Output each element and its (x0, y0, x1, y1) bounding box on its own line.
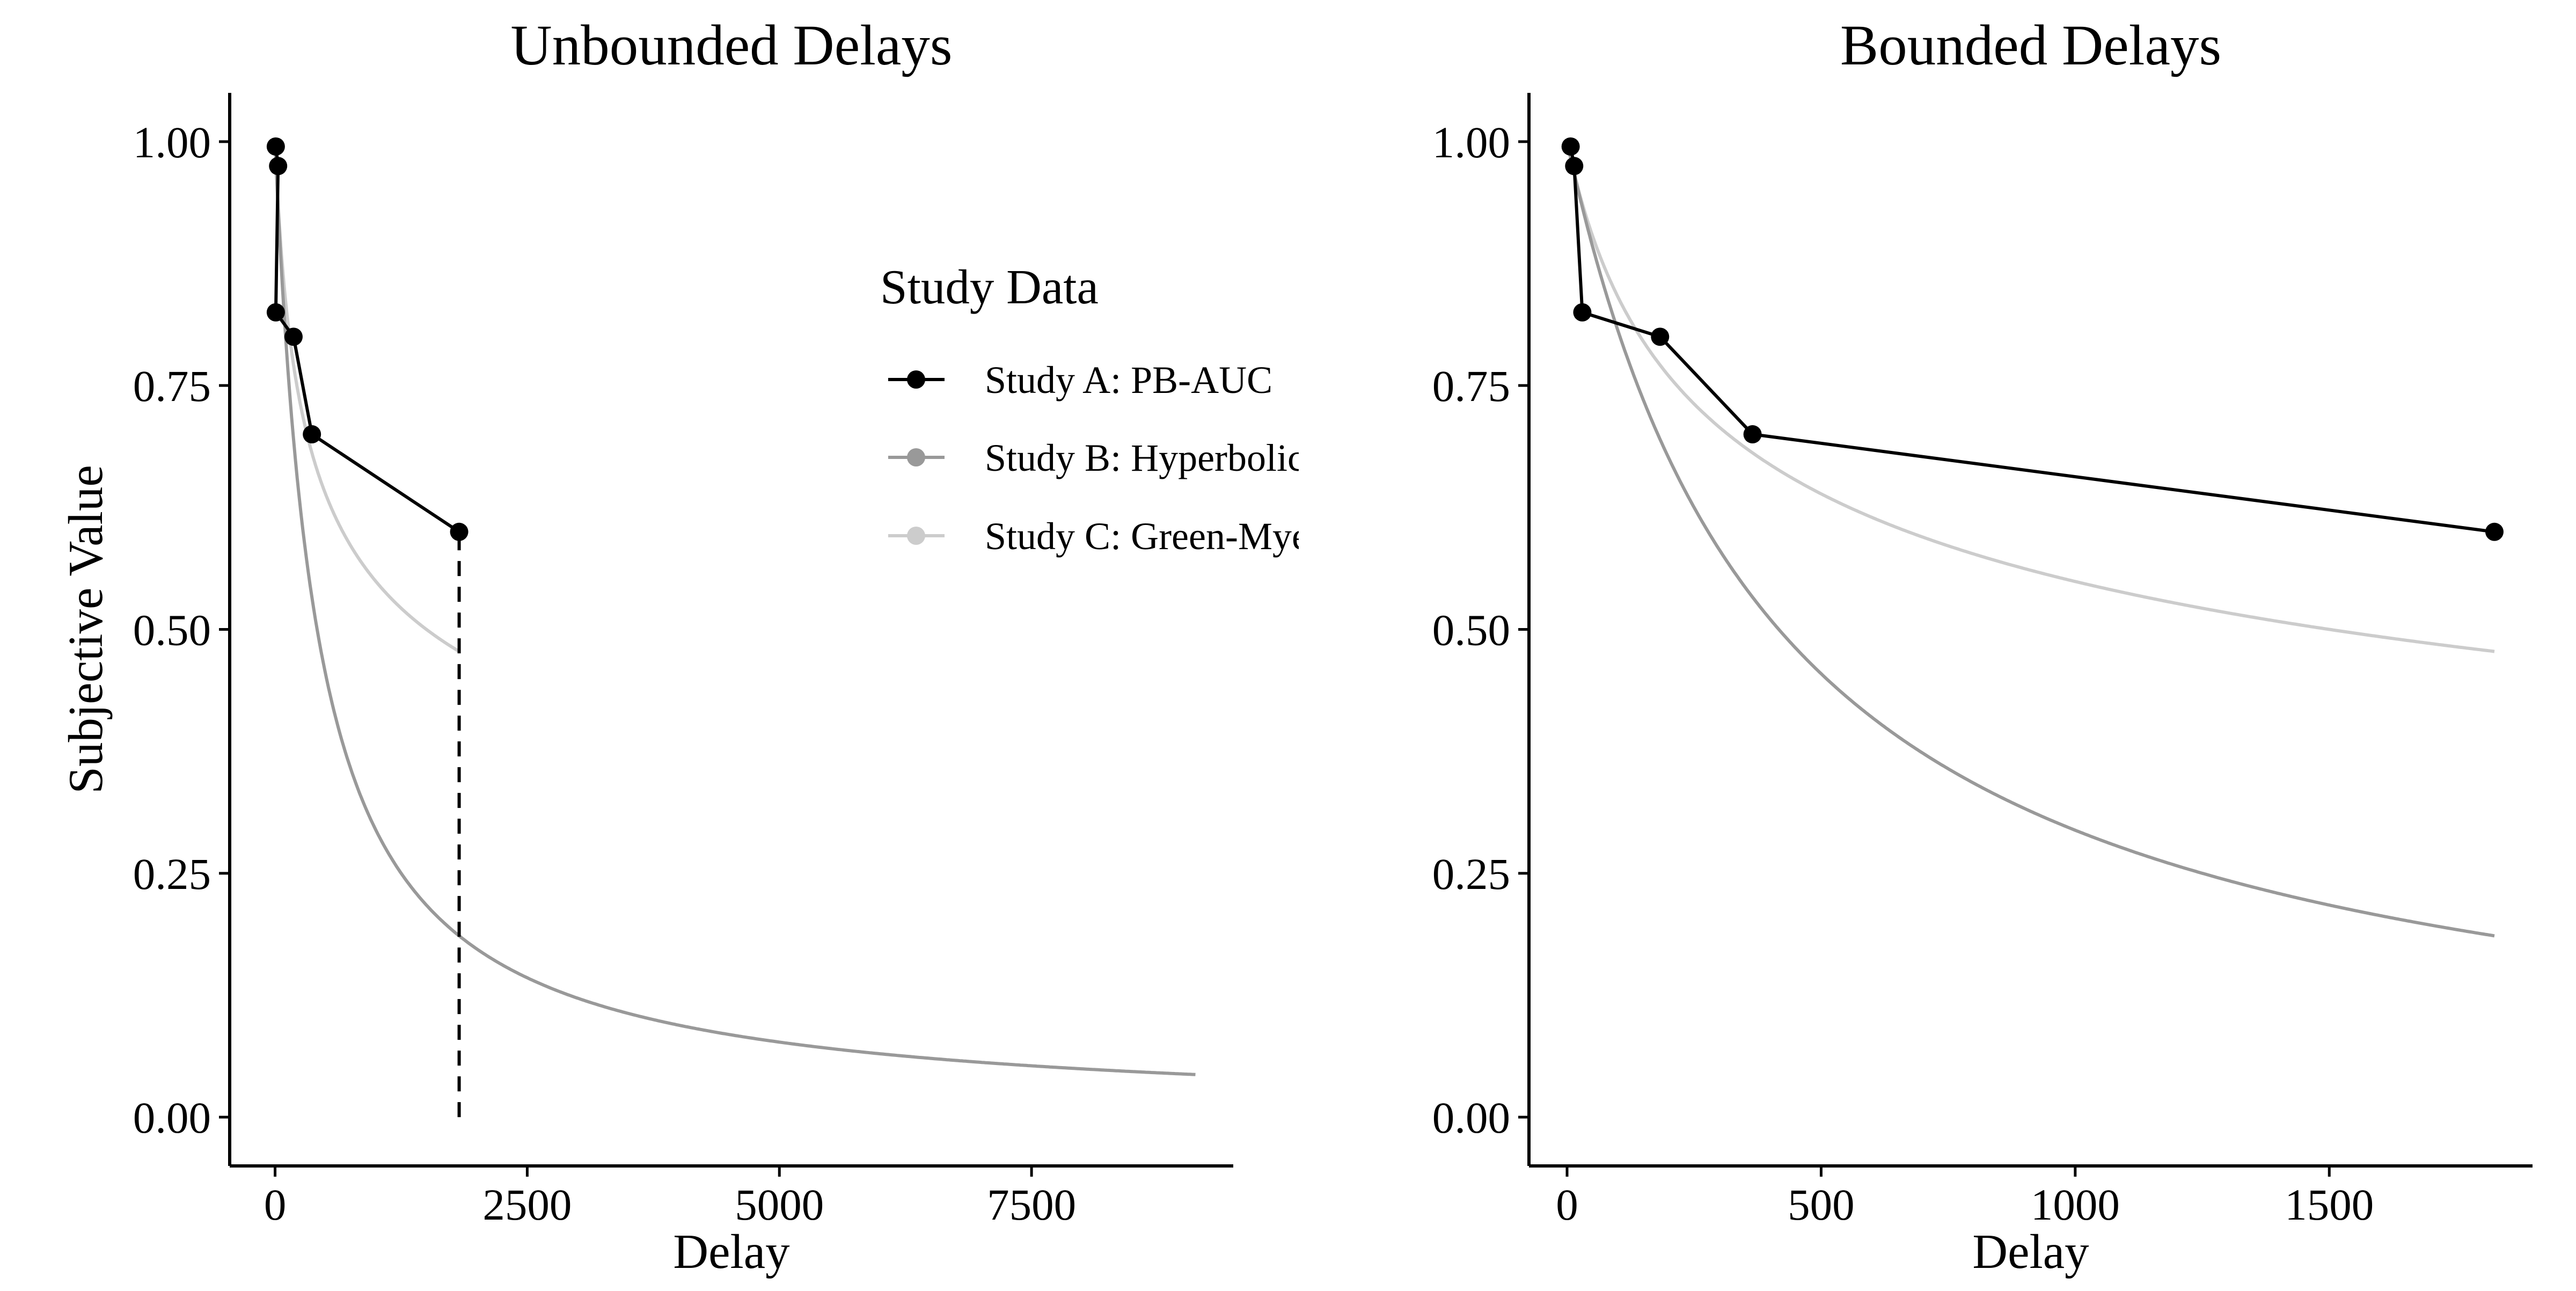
legend-title: Study Data (880, 260, 1099, 314)
legend-key-point (907, 527, 925, 545)
data-point (1565, 157, 1584, 176)
data-point (1743, 425, 1762, 444)
data-point (1651, 327, 1670, 346)
legend-key-point (907, 448, 925, 466)
chart-title: Bounded Delays (1840, 14, 2221, 77)
plot-area (1561, 137, 2504, 938)
series-line-study-a (274, 146, 460, 534)
y-tick-label: 0.25 (133, 849, 211, 899)
y-tick-label: 0.25 (1432, 849, 1510, 899)
x-tick-label: 5000 (735, 1180, 824, 1229)
data-point (450, 522, 469, 541)
y-tick-label: 0.50 (1432, 606, 1510, 655)
data-point (303, 425, 321, 444)
chart-title: Unbounded Delays (510, 14, 952, 77)
series-line-study-b (273, 141, 1196, 1076)
y-tick-label: 0.50 (133, 606, 211, 655)
x-tick-label: 500 (1788, 1180, 1855, 1229)
legend-label: Study A: PB-AUC (985, 359, 1272, 402)
series-line-study-a (1569, 146, 2495, 534)
series-line-study-b (1565, 141, 2495, 938)
data-point (2485, 522, 2504, 541)
x-tick-label: 1000 (2031, 1180, 2120, 1229)
data-point (269, 157, 288, 176)
series-line-study-c (1565, 141, 2495, 653)
data-point (266, 137, 285, 156)
legend-key-point (907, 370, 925, 389)
data-point (266, 303, 285, 322)
y-tick-label: 0.75 (1432, 361, 1510, 411)
data-point (284, 327, 303, 346)
legend-entries: Study A: PB-AUC Study B: Hyperbolic Study … (888, 359, 1375, 558)
y-axis-title: Subjective Value (58, 465, 113, 793)
x-tick-label: 0 (1556, 1180, 1578, 1229)
legend-label: Study B: Hyperbolic (985, 436, 1305, 479)
legend-label: Study C: Green-Myerson (985, 515, 1375, 558)
x-axis-title: Delay (1972, 1224, 2089, 1279)
x-tick-label: 0 (264, 1180, 287, 1229)
y-tick-label: 0.00 (1432, 1093, 1510, 1142)
data-point (1561, 137, 1580, 156)
x-tick-label: 2500 (482, 1180, 572, 1229)
series-line-study-c (273, 141, 460, 653)
x-axis-title: Delay (673, 1224, 790, 1279)
data-point (1573, 303, 1592, 322)
chart-panel-1: Unbounded Delays 0.00 0.25 0.50 0.75 1.00 0 250… (58, 14, 1375, 1279)
legend: Study Data Study A: PB-AUC Study B: Hyperb… (880, 260, 1375, 558)
y-tick-label: 0.75 (133, 361, 211, 411)
y-tick-label: 1.00 (133, 118, 211, 167)
x-tick-label: 1500 (2285, 1180, 2374, 1229)
plot-area (266, 137, 1196, 1118)
y-tick-label: 1.00 (1432, 118, 1510, 167)
y-tick-label: 0.00 (133, 1093, 211, 1142)
chart-panel-2: Bounded Delays 0.00 0.25 0.50 0.75 1.00 0 500 10… (1432, 14, 2533, 1279)
x-tick-label: 7500 (987, 1180, 1076, 1229)
